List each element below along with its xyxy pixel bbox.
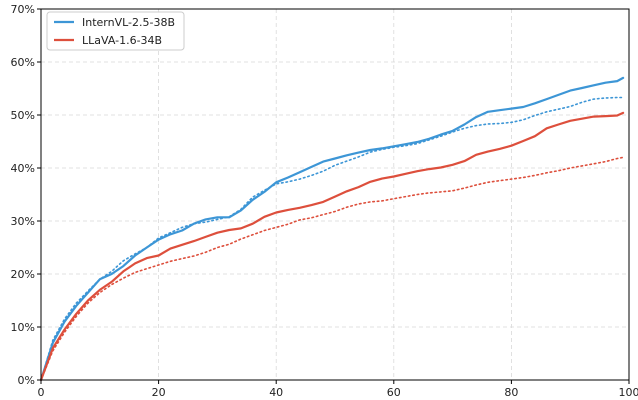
x-tick-label: 20 — [152, 386, 166, 399]
legend-label-llava: LLaVA-1.6-34B — [82, 34, 162, 47]
y-tick-label: 50% — [11, 109, 35, 122]
series-line-solid-0 — [39, 76, 625, 382]
legend-box — [46, 11, 185, 51]
axis-ticks: 0% 10% 20% 30% 40% 50% 60% 70% 0 20 40 60 80 100 — [11, 3, 638, 399]
y-tick-label: 30% — [11, 215, 35, 228]
y-tick-label: 0% — [18, 374, 35, 387]
series-line-solid-2 — [39, 111, 625, 382]
legend-label-internvl: InternVL-2.5-38B — [82, 16, 175, 29]
series-lines — [39, 76, 625, 382]
series-line-dotted-3 — [40, 156, 624, 381]
y-tick-label: 40% — [11, 162, 35, 175]
plot-frame — [40, 8, 630, 381]
series-line-dotted-1 — [40, 96, 624, 381]
y-tick-label: 70% — [11, 3, 35, 16]
y-tick-label: 10% — [11, 321, 35, 334]
x-tick-label: 80 — [504, 386, 518, 399]
x-tick-label: 100 — [619, 386, 638, 399]
x-tick-label: 0 — [38, 386, 45, 399]
y-tick-label: 20% — [11, 268, 35, 281]
legend: InternVL-2.5-38B LLaVA-1.6-34B — [46, 11, 185, 51]
x-tick-label: 60 — [387, 386, 401, 399]
x-tick-label: 40 — [269, 386, 283, 399]
y-tick-label: 60% — [11, 56, 35, 69]
